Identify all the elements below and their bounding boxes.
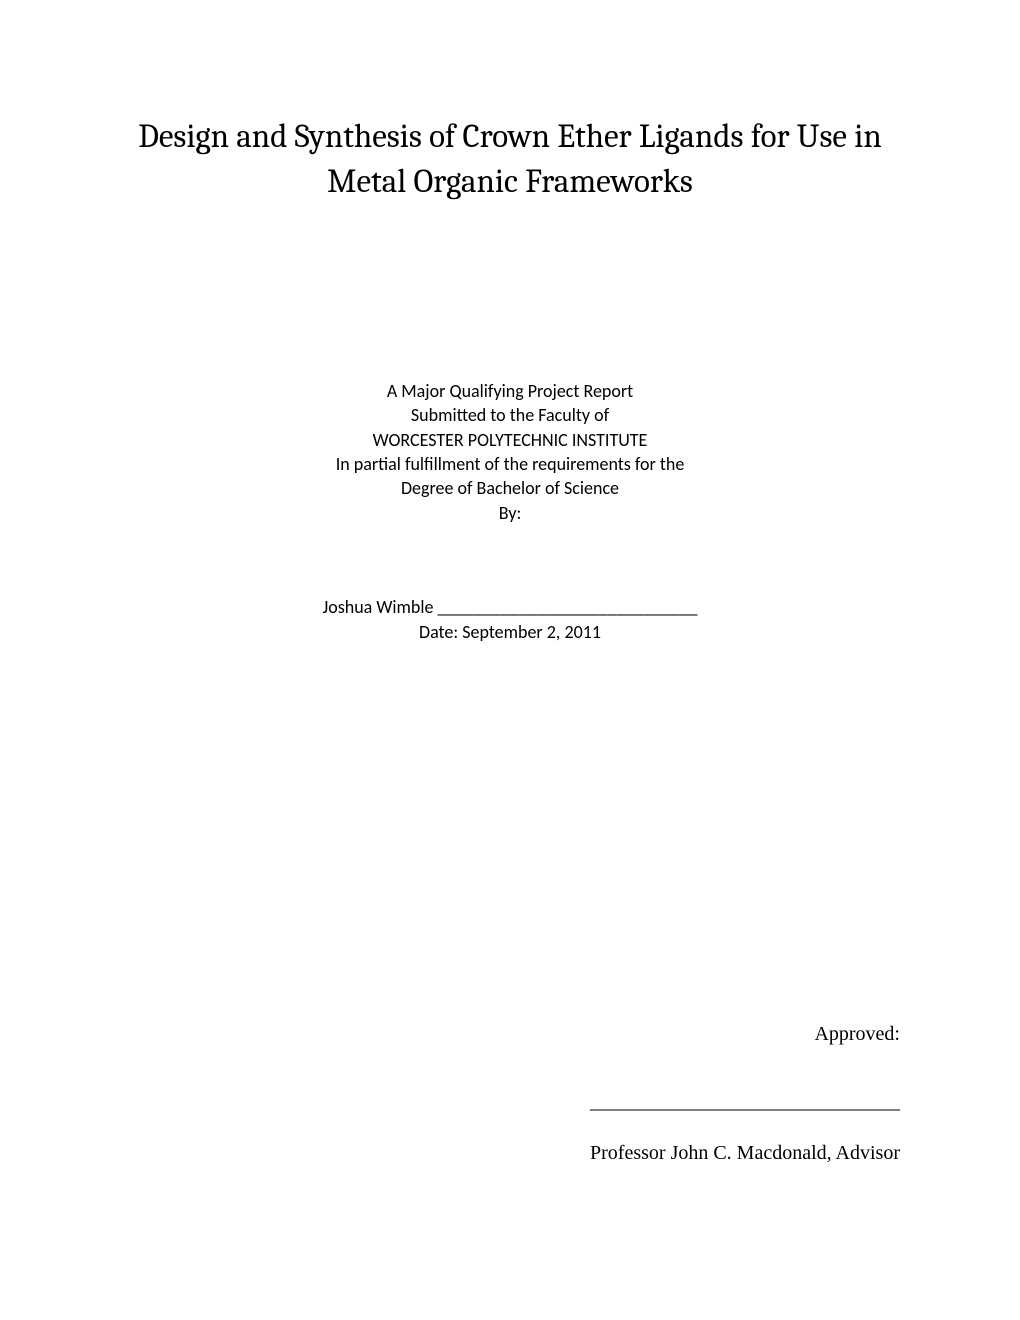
approval-block: Approved: ______________________________… bbox=[590, 1023, 900, 1165]
report-line-2: Submitted to the Faculty of bbox=[120, 403, 900, 427]
report-line-3: WORCESTER POLYTECHNIC INSTITUTE bbox=[120, 428, 900, 452]
approved-label: Approved: bbox=[590, 1023, 900, 1046]
advisor-name: Professor John C. Macdonald, Advisor bbox=[590, 1142, 900, 1165]
report-line-5: Degree of Bachelor of Science bbox=[120, 476, 900, 500]
report-line-6: By: bbox=[120, 501, 900, 525]
author-signature-row: Joshua Wimble __________________________… bbox=[120, 595, 900, 620]
author-date: Date: September 2, 2011 bbox=[120, 620, 900, 645]
report-description-block: A Major Qualifying Project Report Submit… bbox=[120, 379, 900, 525]
report-line-4: In partial fulfillment of the requiremen… bbox=[120, 452, 900, 476]
page-container: Design and Synthesis of Crown Ether Liga… bbox=[0, 0, 1020, 1320]
advisor-signature-line: _______________________________ bbox=[590, 1091, 900, 1114]
report-line-1: A Major Qualifying Project Report bbox=[120, 379, 900, 403]
author-block: Joshua Wimble __________________________… bbox=[120, 595, 900, 645]
author-name: Joshua Wimble bbox=[322, 596, 433, 618]
author-signature-line: _____________________________ bbox=[438, 596, 698, 618]
document-title: Design and Synthesis of Crown Ether Liga… bbox=[120, 115, 900, 204]
